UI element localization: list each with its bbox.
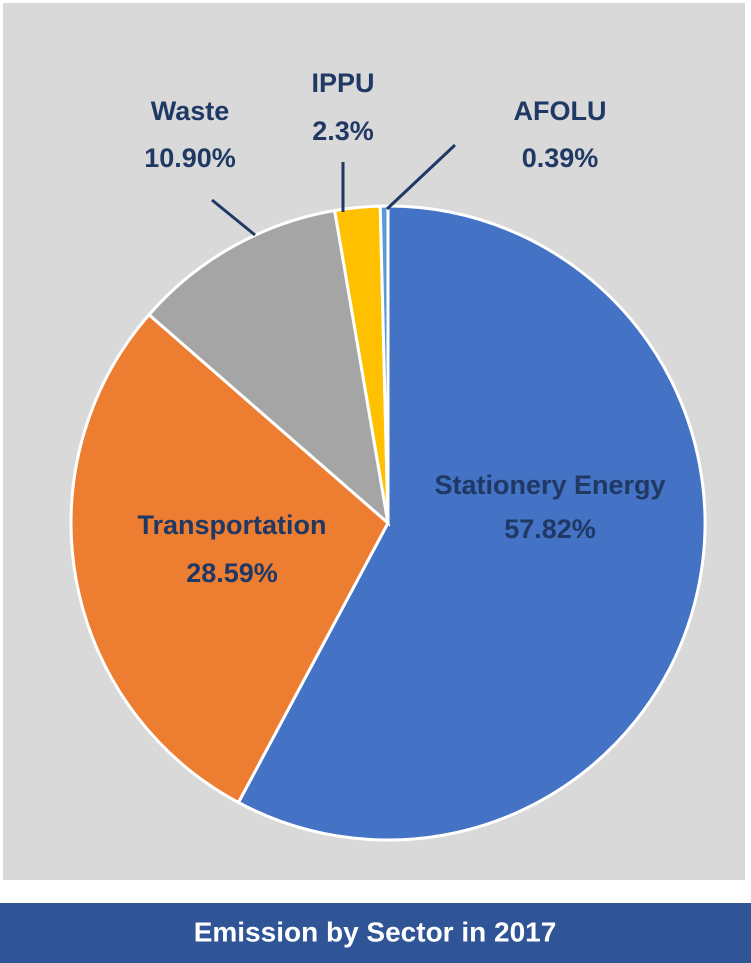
slice-value-label: 10.90% <box>144 143 236 173</box>
slice-category-label: Stationery Energy <box>434 470 665 500</box>
slice-value-label: 28.59% <box>186 558 278 588</box>
leader-line <box>211 198 256 237</box>
slice-value-label: 57.82% <box>504 514 596 544</box>
slice-value-label: 0.39% <box>522 143 599 173</box>
pie-slice <box>146 208 391 527</box>
pie-slice <box>378 204 390 524</box>
slice-category-label: AFOLU <box>514 96 607 126</box>
leader-line <box>385 143 457 211</box>
slice-category-label: Transportation <box>137 510 326 540</box>
slice-category-label: IPPU <box>311 68 374 98</box>
pie-slice <box>236 204 707 842</box>
chart-title: Emission by Sector in 2017 <box>194 916 557 947</box>
title-bar <box>0 903 751 963</box>
slice-value-label: 2.3% <box>312 116 374 146</box>
slice-category-label: Waste <box>151 96 230 126</box>
pie-slice <box>69 312 390 805</box>
